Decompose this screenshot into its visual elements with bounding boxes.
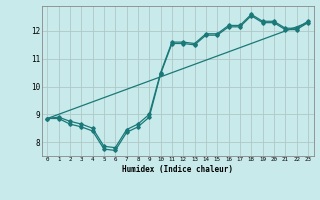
X-axis label: Humidex (Indice chaleur): Humidex (Indice chaleur) <box>122 165 233 174</box>
